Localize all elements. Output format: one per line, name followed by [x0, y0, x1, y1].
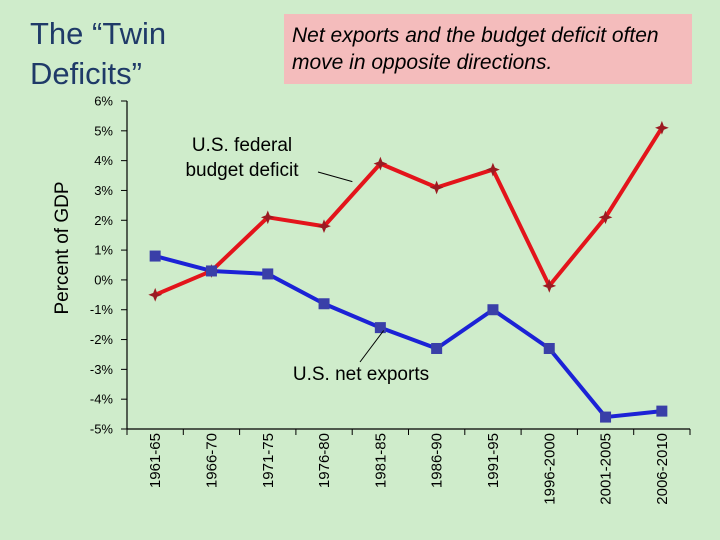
- budget-deficit-point: [655, 120, 669, 135]
- y-tick-label: -4%: [90, 392, 114, 407]
- x-tick-label: 2006-2010: [654, 433, 671, 505]
- y-tick-label: 6%: [94, 94, 113, 109]
- net-exports-point: [543, 342, 555, 354]
- y-tick-label: -2%: [90, 332, 114, 347]
- slide-title-line-2: Deficits”: [30, 56, 142, 91]
- budget-deficit-label-line2: budget deficit: [185, 160, 299, 181]
- y-tick-label: 2%: [94, 213, 113, 228]
- y-tick-label: -1%: [90, 302, 114, 317]
- net-exports-point: [149, 250, 161, 262]
- budget-deficit-point: [598, 210, 613, 225]
- y-axis-label: Percent of GDP: [52, 181, 73, 314]
- x-tick-label: 1966-70: [203, 433, 220, 488]
- budget-deficit-leader-line: [317, 171, 353, 183]
- y-tick-label: 3%: [94, 183, 113, 198]
- budget-deficit-line: [154, 126, 664, 297]
- y-tick-label: 5%: [94, 123, 113, 138]
- budget-deficit-point: [542, 279, 557, 293]
- y-tick-label: -5%: [90, 422, 114, 437]
- x-tick-label: 1986-90: [429, 433, 446, 488]
- net-exports-point: [487, 304, 499, 316]
- net-exports-label: U.S. net exports: [293, 364, 429, 385]
- net-exports-point: [374, 322, 386, 334]
- net-exports-point: [431, 342, 443, 354]
- x-tick-label: 1976-80: [316, 433, 333, 488]
- slide-title-line-1: The “Twin: [30, 16, 167, 51]
- net-exports-point: [600, 411, 612, 423]
- budget-deficit-point: [486, 162, 500, 177]
- budget-deficit-point: [148, 287, 163, 302]
- annotations: U.S. federal budget deficit U.S. net expor…: [185, 135, 429, 385]
- x-tick-label: 1981-85: [372, 433, 389, 488]
- budget-deficit-point: [373, 156, 388, 171]
- x-tick-label: 1996-2000: [541, 433, 558, 505]
- budget-deficit-point: [429, 180, 444, 195]
- net-exports-point: [656, 405, 668, 417]
- y-tick-label: 4%: [94, 153, 113, 168]
- net-exports-point: [262, 268, 274, 280]
- y-tick-label: 1%: [94, 243, 113, 258]
- net-exports-point: [318, 298, 330, 310]
- y-tick-label: -3%: [90, 362, 114, 377]
- series-lines: [154, 126, 664, 420]
- x-tick-label: 1991-95: [485, 433, 502, 488]
- net-exports-line: [154, 254, 663, 420]
- net-exports-leader-line: [359, 330, 385, 363]
- budget-deficit-point: [260, 210, 275, 225]
- budget-deficit-label-line1: U.S. federal: [192, 135, 292, 156]
- budget-deficit-point: [317, 219, 331, 234]
- callout-note: Net exports and the budget deficit often…: [284, 14, 692, 84]
- x-tick-label: 2001-2005: [598, 433, 615, 505]
- y-tick-label: 0%: [94, 272, 113, 287]
- net-exports-point: [205, 265, 217, 277]
- x-tick-label: 1971-75: [260, 433, 277, 488]
- slide-title: The “Twin Deficits”: [30, 14, 230, 94]
- series-markers: [148, 120, 669, 423]
- axes: 6% 5% 4% 3% 2% 1% 0% -1% -2% -3% -4% -5% 1961-65 1966…: [90, 94, 691, 505]
- x-tick-label: 1961-65: [147, 433, 164, 488]
